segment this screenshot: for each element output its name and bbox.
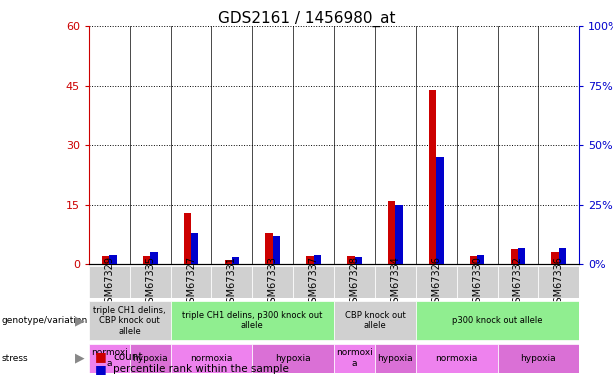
Bar bbox=[224, 260, 232, 264]
Bar bbox=[436, 157, 444, 264]
Bar bbox=[470, 256, 477, 264]
Text: genotype/variation: genotype/variation bbox=[1, 316, 88, 325]
Bar bbox=[109, 255, 116, 264]
FancyBboxPatch shape bbox=[375, 266, 416, 298]
Text: GSM67333: GSM67333 bbox=[268, 256, 278, 309]
Bar bbox=[102, 256, 109, 264]
FancyBboxPatch shape bbox=[293, 266, 334, 298]
Text: normoxi
a: normoxi a bbox=[91, 348, 128, 368]
Bar bbox=[511, 249, 518, 264]
Text: ■: ■ bbox=[95, 350, 107, 363]
Text: normoxi
a: normoxi a bbox=[336, 348, 373, 368]
FancyBboxPatch shape bbox=[498, 266, 538, 298]
FancyBboxPatch shape bbox=[130, 266, 170, 298]
FancyBboxPatch shape bbox=[334, 266, 375, 298]
Bar bbox=[518, 248, 525, 264]
FancyBboxPatch shape bbox=[334, 301, 416, 340]
Bar bbox=[265, 232, 273, 264]
FancyBboxPatch shape bbox=[253, 344, 334, 372]
Text: stress: stress bbox=[1, 354, 28, 363]
Text: percentile rank within the sample: percentile rank within the sample bbox=[113, 364, 289, 374]
FancyBboxPatch shape bbox=[130, 344, 170, 372]
Text: GSM67329: GSM67329 bbox=[104, 256, 114, 309]
Text: CBP knock out
allele: CBP knock out allele bbox=[345, 311, 405, 330]
Text: triple CH1 delins,
CBP knock out
allele: triple CH1 delins, CBP knock out allele bbox=[93, 306, 166, 336]
Text: ▶: ▶ bbox=[75, 352, 85, 364]
Bar bbox=[354, 257, 362, 264]
Text: GSM67337: GSM67337 bbox=[309, 256, 319, 309]
Text: GDS2161 / 1456980_at: GDS2161 / 1456980_at bbox=[218, 11, 395, 27]
FancyBboxPatch shape bbox=[498, 344, 579, 372]
Text: normoxia: normoxia bbox=[190, 354, 233, 363]
Text: count: count bbox=[113, 352, 143, 362]
Bar bbox=[477, 255, 484, 264]
FancyBboxPatch shape bbox=[334, 344, 375, 372]
Text: GSM67335: GSM67335 bbox=[145, 256, 155, 309]
Text: hypoxia: hypoxia bbox=[378, 354, 413, 363]
Text: hypoxia: hypoxia bbox=[520, 354, 556, 363]
Bar bbox=[191, 233, 199, 264]
FancyBboxPatch shape bbox=[416, 301, 579, 340]
FancyBboxPatch shape bbox=[416, 344, 498, 372]
FancyBboxPatch shape bbox=[253, 266, 293, 298]
Bar bbox=[559, 248, 566, 264]
Text: GSM67334: GSM67334 bbox=[390, 256, 400, 309]
Text: GSM67332: GSM67332 bbox=[513, 256, 523, 309]
FancyBboxPatch shape bbox=[457, 266, 498, 298]
Text: normoxia: normoxia bbox=[435, 354, 478, 363]
Text: GSM67328: GSM67328 bbox=[349, 256, 359, 309]
Text: hypoxia: hypoxia bbox=[132, 354, 168, 363]
Bar bbox=[314, 255, 321, 264]
Bar bbox=[143, 256, 150, 264]
Text: ▶: ▶ bbox=[75, 314, 85, 327]
Text: hypoxia: hypoxia bbox=[275, 354, 311, 363]
Text: p300 knock out allele: p300 knock out allele bbox=[452, 316, 543, 325]
Bar bbox=[395, 205, 403, 264]
Text: GSM67336: GSM67336 bbox=[554, 256, 564, 309]
FancyBboxPatch shape bbox=[89, 344, 130, 372]
FancyBboxPatch shape bbox=[538, 266, 579, 298]
Bar bbox=[429, 90, 436, 264]
FancyBboxPatch shape bbox=[416, 266, 457, 298]
FancyBboxPatch shape bbox=[170, 344, 253, 372]
FancyBboxPatch shape bbox=[170, 266, 211, 298]
Text: GSM67326: GSM67326 bbox=[432, 256, 441, 309]
Text: triple CH1 delins, p300 knock out
allele: triple CH1 delins, p300 knock out allele bbox=[182, 311, 322, 330]
Bar bbox=[273, 236, 280, 264]
Bar bbox=[388, 201, 395, 264]
FancyBboxPatch shape bbox=[89, 301, 170, 340]
Bar bbox=[150, 252, 158, 264]
FancyBboxPatch shape bbox=[170, 301, 334, 340]
FancyBboxPatch shape bbox=[375, 344, 416, 372]
Bar bbox=[306, 256, 314, 264]
Text: GSM67331: GSM67331 bbox=[227, 256, 237, 309]
Text: GSM67330: GSM67330 bbox=[472, 256, 482, 309]
Bar bbox=[184, 213, 191, 264]
Bar bbox=[552, 252, 559, 264]
Text: GSM67327: GSM67327 bbox=[186, 256, 196, 309]
FancyBboxPatch shape bbox=[211, 266, 253, 298]
FancyBboxPatch shape bbox=[89, 266, 130, 298]
Text: ■: ■ bbox=[95, 363, 107, 375]
Bar bbox=[347, 256, 354, 264]
Bar bbox=[232, 257, 239, 264]
